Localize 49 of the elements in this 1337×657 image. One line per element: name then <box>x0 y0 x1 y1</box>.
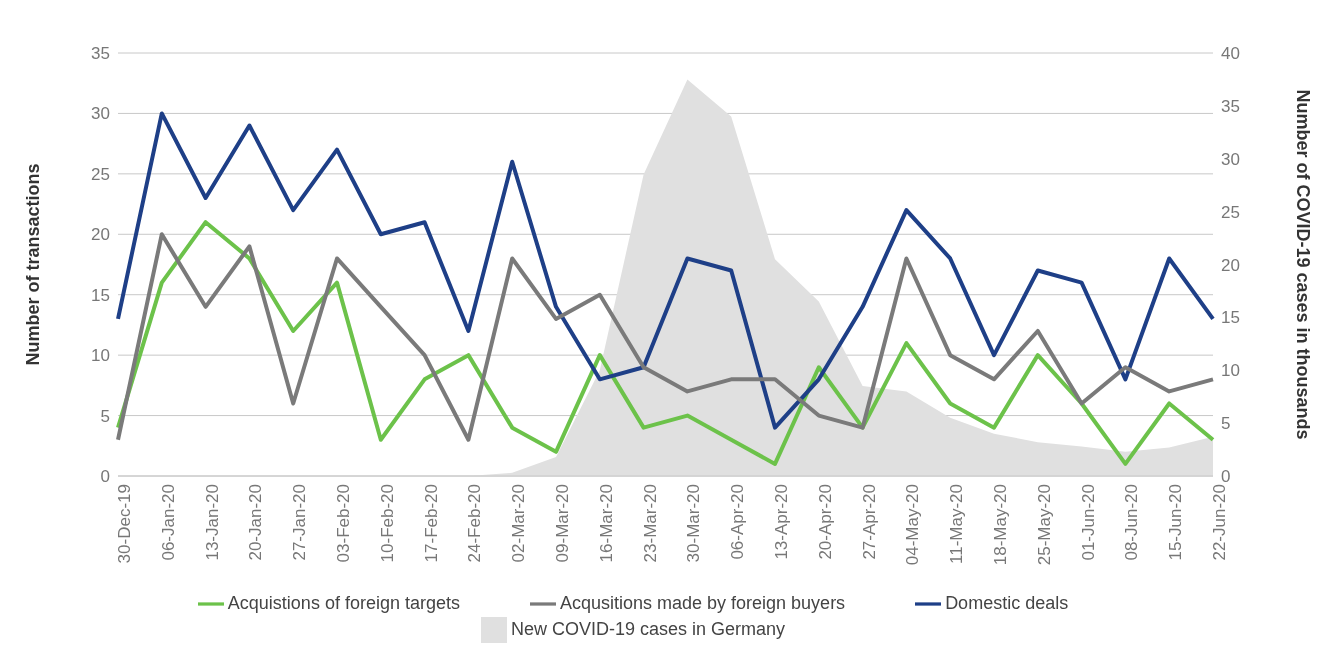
x-tick-label: 02-Mar-20 <box>509 484 529 563</box>
y2-tick-label: 40 <box>1221 44 1240 64</box>
line-series <box>116 111 1215 430</box>
y2-tick-label: 5 <box>1221 414 1231 434</box>
y-tick-label: 25 <box>91 164 110 184</box>
y-axis-title: Number of transactions <box>23 163 44 366</box>
legend-label: Domestic deals <box>945 592 1069 613</box>
x-tick-label: 08-Jun-20 <box>1122 484 1142 561</box>
x-tick-label: 13-Apr-20 <box>772 484 792 560</box>
y2-tick-label: 35 <box>1221 96 1240 116</box>
x-tick-label: 03-Feb-20 <box>334 484 354 563</box>
x-tick-label: 30-Dec-19 <box>115 484 135 564</box>
x-tick-label: 20-Jan-20 <box>246 484 266 561</box>
legend-label: Acqusitions made by foreign buyers <box>559 592 846 613</box>
y2-tick-label: 15 <box>1221 308 1240 328</box>
x-tick-label: 18-May-20 <box>991 484 1011 566</box>
y-tick-label: 30 <box>91 104 110 124</box>
x-tick-label: 20-Apr-20 <box>815 484 835 560</box>
y-tick-label: 10 <box>91 346 110 366</box>
x-tick-label: 22-Jun-20 <box>1210 484 1230 561</box>
x-tick-label: 15-Jun-20 <box>1166 484 1186 561</box>
x-tick-label: 17-Feb-20 <box>421 484 441 563</box>
y-tick-label: 20 <box>91 225 110 245</box>
x-tick-label: 01-Jun-20 <box>1078 484 1098 561</box>
x-tick-label: 23-Mar-20 <box>640 484 660 563</box>
x-tick-label: 24-Feb-20 <box>465 484 485 563</box>
y-tick-label: 15 <box>91 285 110 305</box>
x-tick-label: 04-May-20 <box>903 484 923 566</box>
y2-tick-label: 10 <box>1221 361 1240 381</box>
x-tick-label: 11-May-20 <box>947 484 967 564</box>
x-tick-label: 27-Jan-20 <box>290 484 310 561</box>
x-tick-label: 16-Mar-20 <box>596 484 616 563</box>
x-tick-label: 25-May-20 <box>1034 484 1054 566</box>
y-tick-label: 5 <box>100 406 110 426</box>
y-tick-label: 0 <box>100 467 110 487</box>
y2-tick-label: 25 <box>1221 202 1240 222</box>
legend-label: Acquistions of foreign targets <box>227 592 460 613</box>
y-tick-label: 35 <box>91 44 110 64</box>
x-tick-label: 30-Mar-20 <box>684 484 704 563</box>
x-tick-label: 06-Apr-20 <box>728 484 748 560</box>
y2-axis-title: Number of COVID-19 cases in thousands <box>1292 89 1313 440</box>
x-tick-label: 06-Jan-20 <box>158 484 178 561</box>
x-tick-label: 27-Apr-20 <box>859 484 879 560</box>
x-tick-label: 10-Feb-20 <box>377 484 397 563</box>
y2-tick-label: 20 <box>1221 255 1240 275</box>
y2-tick-label: 30 <box>1221 149 1240 169</box>
x-tick-label: 13-Jan-20 <box>202 484 222 561</box>
legend-label: New COVID-19 cases in Germany <box>510 618 786 639</box>
x-tick-label: 09-Mar-20 <box>553 484 573 563</box>
